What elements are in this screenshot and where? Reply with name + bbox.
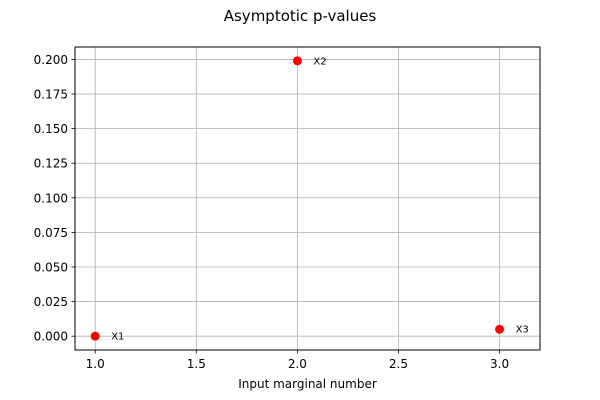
chart-title: Asymptotic p-values — [224, 7, 377, 25]
y-tick-label: 0.000 — [34, 330, 68, 344]
y-tick-label: 0.200 — [34, 53, 68, 67]
x-tick-label: 1.5 — [187, 357, 206, 371]
y-tick-label: 0.075 — [34, 226, 68, 240]
y-tick-label: 0.025 — [34, 295, 68, 309]
data-point-x1 — [90, 331, 100, 341]
x-tick-label: 2.0 — [288, 357, 307, 371]
y-tick-label: 0.100 — [34, 191, 68, 205]
y-tick-label: 0.150 — [34, 122, 68, 136]
x-tick-label: 1.0 — [86, 357, 105, 371]
x-axis-label: Input marginal number — [238, 377, 377, 391]
plot-frame — [74, 46, 541, 351]
data-point-x3 — [495, 324, 505, 334]
point-label-x1: X1 — [111, 332, 124, 343]
x-tick-label: 3.0 — [490, 357, 509, 371]
data-points: X1 X2 X3 — [90, 56, 529, 343]
grid — [75, 47, 540, 350]
axis-ticks: 1.0 1.5 2.0 2.5 3.0 0.000 0.025 0.050 0.075 0.100… — [34, 53, 509, 371]
x-tick-label: 2.5 — [389, 357, 408, 371]
point-label-x2: X2 — [313, 56, 326, 67]
data-point-x2 — [292, 56, 302, 66]
point-label-x3: X3 — [516, 325, 529, 336]
y-tick-label: 0.175 — [34, 88, 68, 102]
y-tick-label: 0.125 — [34, 157, 68, 171]
y-tick-label: 0.050 — [34, 260, 68, 274]
